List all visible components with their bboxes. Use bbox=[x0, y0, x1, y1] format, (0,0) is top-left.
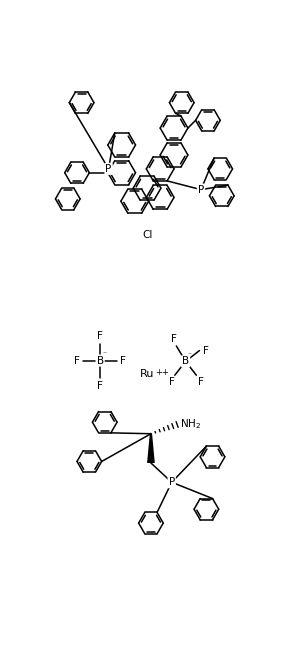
Text: F: F bbox=[97, 381, 103, 391]
Text: Ru: Ru bbox=[140, 369, 154, 380]
Text: B: B bbox=[182, 356, 189, 367]
Text: P: P bbox=[198, 185, 204, 194]
Text: F: F bbox=[97, 331, 103, 341]
Text: NH$_2$: NH$_2$ bbox=[180, 417, 201, 431]
Text: ⁻: ⁻ bbox=[188, 350, 192, 359]
Text: F: F bbox=[198, 377, 204, 387]
Text: ++: ++ bbox=[155, 368, 168, 376]
Text: F: F bbox=[120, 356, 126, 365]
Text: F: F bbox=[171, 333, 177, 344]
Polygon shape bbox=[147, 434, 155, 463]
Text: F: F bbox=[169, 377, 175, 387]
Text: B: B bbox=[97, 356, 104, 365]
Text: P: P bbox=[106, 164, 112, 174]
Text: F: F bbox=[202, 346, 209, 356]
Text: Cl: Cl bbox=[142, 229, 152, 240]
Text: F: F bbox=[74, 356, 80, 365]
Text: ⁻: ⁻ bbox=[102, 349, 106, 358]
Text: P: P bbox=[168, 477, 175, 488]
